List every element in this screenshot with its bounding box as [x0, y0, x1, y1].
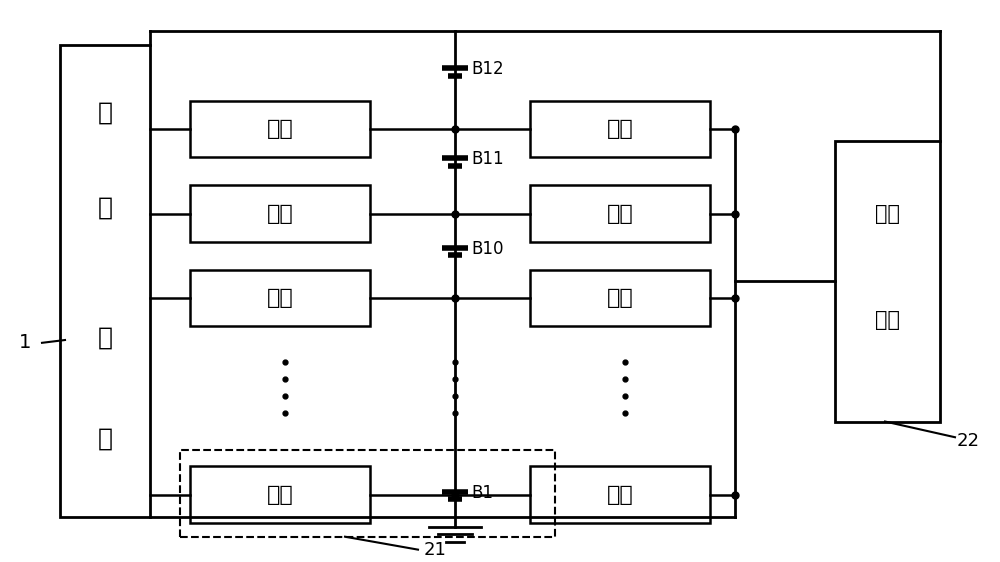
Bar: [530, 466, 710, 523]
Bar: [190, 101, 370, 157]
Bar: [190, 270, 370, 326]
Text: 1: 1: [19, 333, 31, 352]
Bar: [530, 185, 710, 242]
Text: 开关: 开关: [267, 288, 293, 308]
Text: 控: 控: [98, 101, 112, 124]
Bar: [180, 450, 555, 537]
Text: 块: 块: [98, 427, 112, 450]
Text: B12: B12: [471, 60, 504, 78]
Text: 单元: 单元: [607, 203, 633, 224]
Text: 单元: 单元: [607, 288, 633, 308]
Text: 单元: 单元: [875, 310, 900, 330]
Text: 均衡: 均衡: [875, 203, 900, 224]
Text: B1: B1: [471, 484, 493, 502]
Text: 模: 模: [98, 325, 112, 349]
Text: B10: B10: [471, 240, 504, 258]
Text: 开关: 开关: [267, 119, 293, 139]
Text: 制: 制: [98, 196, 112, 220]
Text: B11: B11: [471, 150, 504, 168]
Bar: [190, 185, 370, 242]
Text: 单元: 单元: [607, 484, 633, 505]
Text: 21: 21: [424, 541, 446, 559]
Bar: [530, 270, 710, 326]
Bar: [835, 140, 940, 422]
Text: 22: 22: [956, 432, 980, 450]
Text: 开关: 开关: [267, 203, 293, 224]
Bar: [530, 101, 710, 157]
Bar: [60, 45, 150, 517]
Text: 单元: 单元: [607, 119, 633, 139]
Text: 开关: 开关: [267, 484, 293, 505]
Bar: [190, 466, 370, 523]
